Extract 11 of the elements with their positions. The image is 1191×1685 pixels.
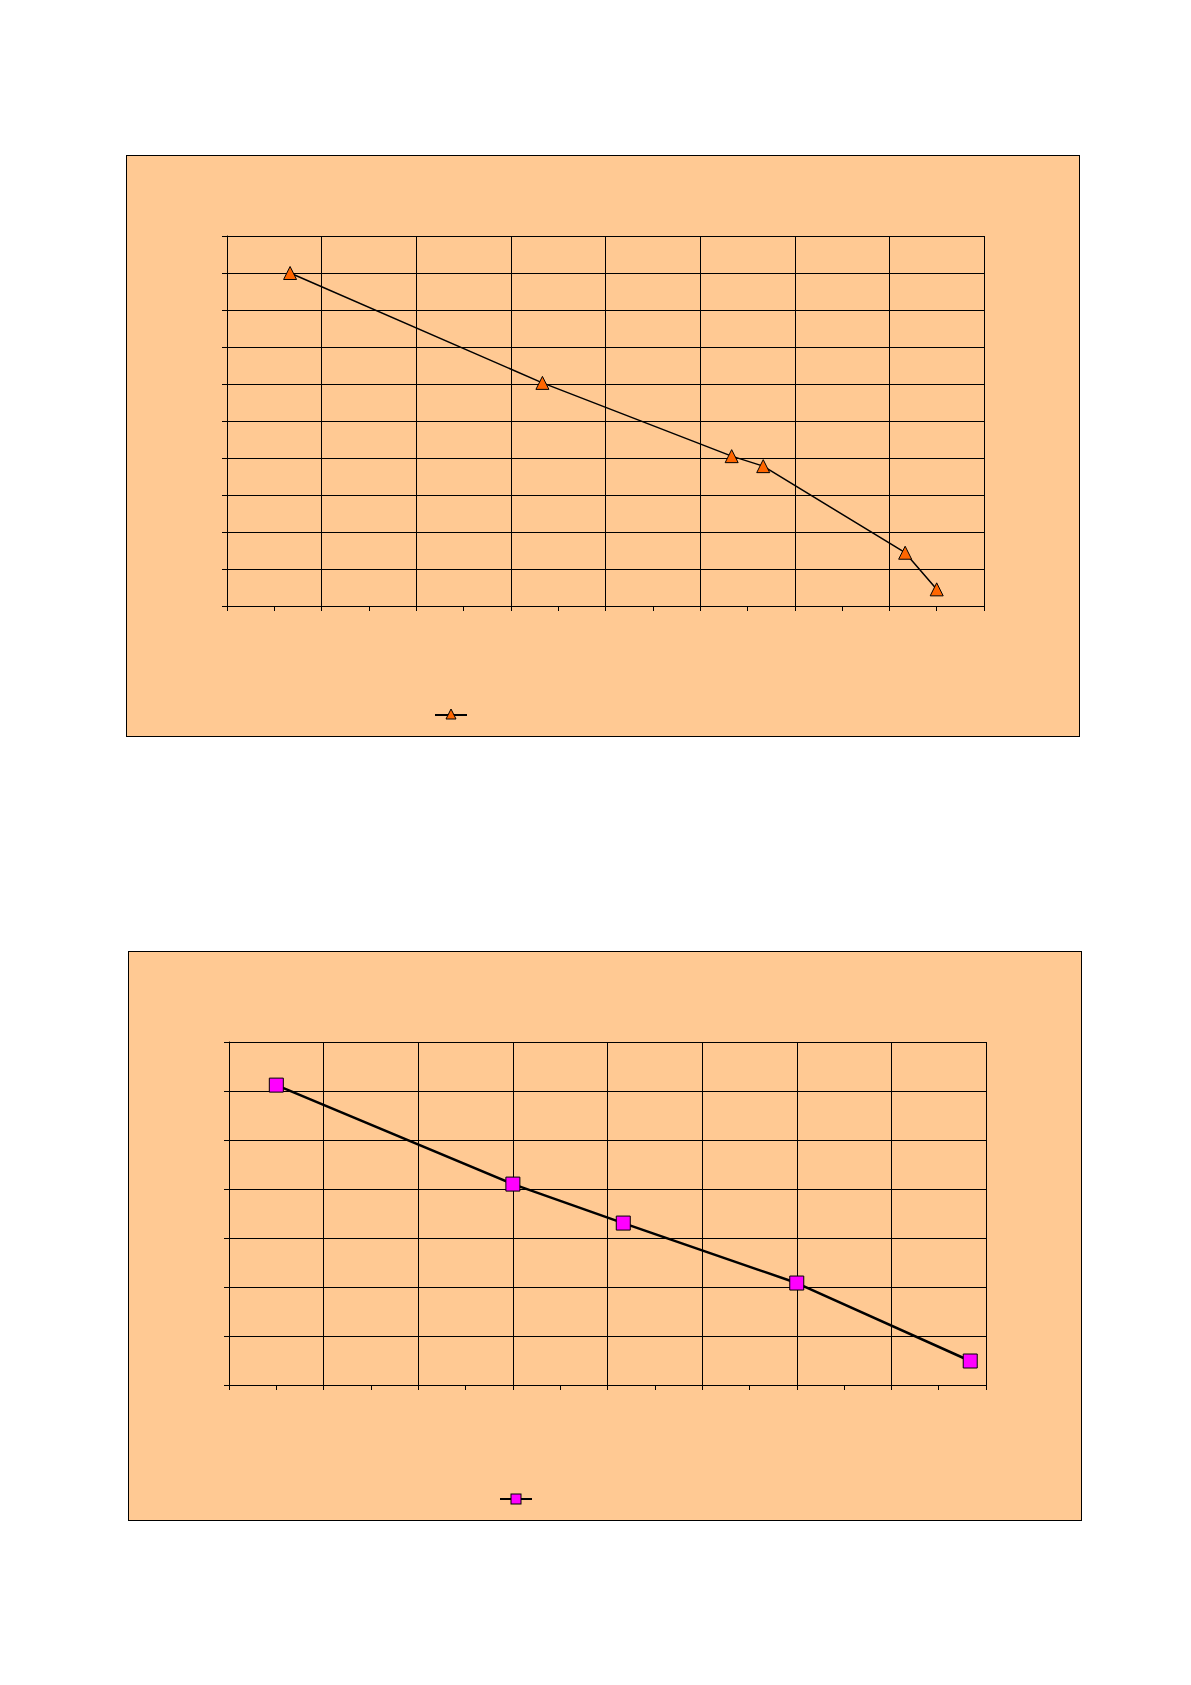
point — [898, 545, 913, 560]
point — [929, 582, 944, 597]
point — [535, 375, 550, 390]
point — [756, 459, 771, 474]
point — [724, 449, 739, 464]
point — [962, 1353, 978, 1369]
point — [615, 1215, 631, 1231]
point — [268, 1077, 284, 1093]
point — [283, 266, 298, 280]
point — [505, 1176, 521, 1192]
point — [789, 1275, 805, 1291]
